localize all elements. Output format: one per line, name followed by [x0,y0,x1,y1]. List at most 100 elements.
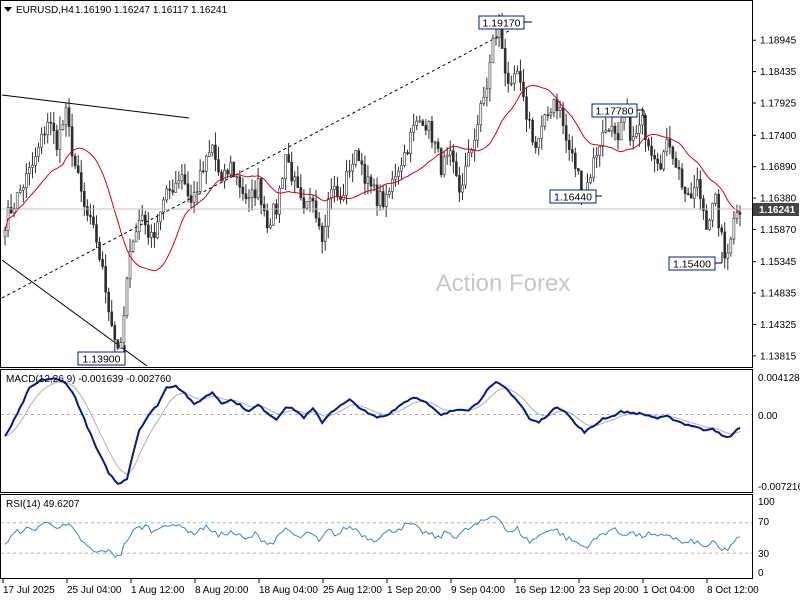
dropdown-triangle-icon [4,7,12,12]
candle-body [46,121,49,135]
candle-body [558,107,562,111]
price-tick-label: 1.17925 [760,98,797,109]
candle-body [506,72,510,84]
time-tick-label: 1 Oct 04:00 [643,585,695,596]
candle-body [549,112,553,116]
candle-body [43,133,46,136]
time-tick-label: 23 Sep 20:00 [579,585,639,596]
candle-body [394,176,397,180]
candle-body [238,176,242,188]
candle-body [613,125,617,134]
price-tick-label: 1.14835 [760,289,797,300]
candle-body [711,203,714,221]
candle-body [64,107,68,126]
label-high1-text: 1.19170 [483,18,521,30]
candle-body [692,187,696,199]
candle-body [577,168,580,172]
candle-body [241,186,245,195]
candle-body [235,176,239,179]
candle-body [656,158,659,164]
candle-body [595,155,598,159]
candle-body [195,191,199,193]
candle-body [37,147,40,157]
candle-body [574,152,577,169]
candle-body [86,206,89,216]
candle-body [537,138,541,148]
candle-body [323,226,327,242]
price-tick-label: 1.18945 [760,36,797,47]
candle-body [455,161,458,176]
candle-body [436,141,440,149]
candle-body [531,119,534,143]
candle-body [372,184,376,187]
candle-body [589,177,592,183]
candle-body [699,179,702,200]
candle-body [244,193,248,200]
candle-body [125,278,129,317]
candle-body [150,232,153,238]
candle-body [320,225,324,242]
candle-body [153,232,156,239]
candle-body [491,38,495,63]
candle-body [561,107,565,126]
candle-body [204,155,208,172]
candle-body [439,148,443,175]
candle-body [73,155,77,167]
candle-body [567,139,571,150]
candle-body [326,198,330,227]
candle-body [128,251,132,280]
candle-body [674,158,678,168]
candle-body [137,219,141,233]
macd-main-line [4,377,741,485]
candle-body [570,149,574,154]
rsi-line [4,515,741,559]
candle-body [180,174,184,182]
candle-body [3,230,7,238]
candle-body [610,125,614,132]
candle-body [503,48,507,74]
candle-body [174,182,178,193]
candle-body [369,176,373,187]
candle-body [726,252,730,259]
price-axis: 1.18945 1.18435 1.17925 1.17400 1.16890 1.163… [752,36,797,362]
candle-body [647,139,650,147]
label-low2: 1.16440 [549,189,602,204]
candle-body [134,231,138,243]
candle-body [686,193,690,195]
candle-body [357,150,361,162]
candle-body [333,185,336,190]
candle-body [92,216,95,225]
rsi-tick-100: 100 [758,497,775,508]
candle-body [668,139,672,148]
ohlc-label: 1.16190 1.16247 1.16117 1.16241 [75,5,228,16]
candles-group [3,12,742,355]
candle-body [534,141,537,148]
candle-body [253,189,257,199]
candle-body [467,152,470,167]
candle-body [482,96,486,104]
time-tick-label: 9 Sep 04:00 [451,585,505,596]
candle-body [421,120,425,126]
candle-body [442,156,446,175]
macd-tick-bottom: -0.007216 [758,482,800,493]
candle-body [34,156,37,166]
time-tick-label: 16 Sep 12:00 [515,585,575,596]
candle-body [519,71,522,83]
candle-body [677,167,681,170]
candle-body [89,215,92,218]
candle-body [278,187,281,215]
candle-body [683,186,687,194]
candle-body [720,227,724,233]
candle-body [143,214,147,226]
candle-body [211,144,214,154]
candle-body [272,203,275,226]
macd-tick-zero: 0.00 [758,411,778,422]
candle-body [476,124,480,141]
candle-body [101,259,104,267]
candle-body [735,212,739,219]
time-tick-label: 8 Oct 12:00 [707,585,759,596]
candle-body [644,115,647,141]
candle-body [98,241,101,260]
candle-body [387,191,391,195]
